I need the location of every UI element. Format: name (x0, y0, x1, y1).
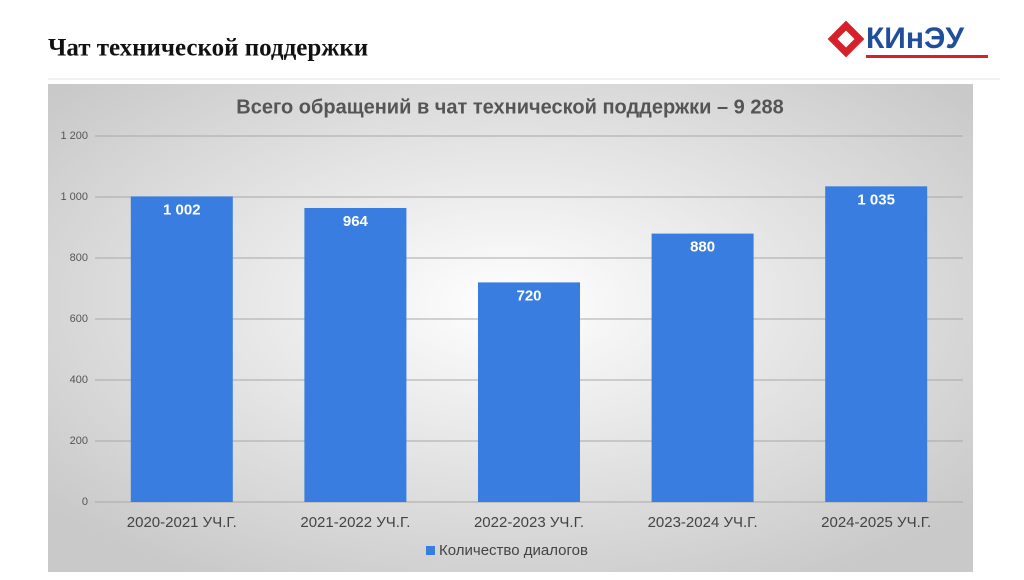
bar (825, 186, 928, 502)
logo: КИнЭУ (827, 20, 988, 58)
x-tick-label: 2020-2021 УЧ.Г. (127, 514, 237, 531)
data-label: 1 035 (857, 191, 895, 208)
data-label: 880 (690, 239, 715, 256)
legend-label: Количество диалогов (439, 542, 588, 559)
data-label: 964 (343, 213, 369, 230)
x-tick-label: 2023-2024 УЧ.Г. (648, 514, 758, 531)
logo-underline (866, 55, 988, 58)
logo-text: КИнЭУ (866, 22, 964, 55)
data-label: 720 (516, 287, 541, 304)
y-tick-label: 200 (70, 435, 88, 447)
y-tick-label: 600 (70, 313, 88, 325)
logo-diamond-inner (837, 30, 855, 48)
bar (130, 196, 233, 502)
bar (304, 207, 407, 503)
y-tick-label: 800 (70, 252, 88, 264)
legend-swatch (426, 546, 435, 555)
chart-title: Всего обращений в чат технической поддер… (236, 96, 783, 118)
x-tick-label: 2024-2025 УЧ.Г. (821, 514, 931, 531)
x-tick-label: 2021-2022 УЧ.Г. (300, 514, 410, 531)
y-tick-label: 0 (82, 496, 88, 508)
x-tick-label: 2022-2023 УЧ.Г. (474, 514, 584, 531)
slide-title: Чат технической поддержки (48, 35, 368, 62)
bar (478, 282, 580, 502)
plot: 0 200 400 600 800 1 000 1 200 2020-2021 УЧ.Г. 1 … (60, 130, 963, 559)
y-tick-label: 1 200 (60, 130, 88, 142)
y-tick-label: 1 000 (60, 191, 88, 203)
data-label: 1 002 (163, 201, 201, 218)
bar (651, 233, 754, 502)
y-tick-label: 400 (70, 374, 88, 386)
